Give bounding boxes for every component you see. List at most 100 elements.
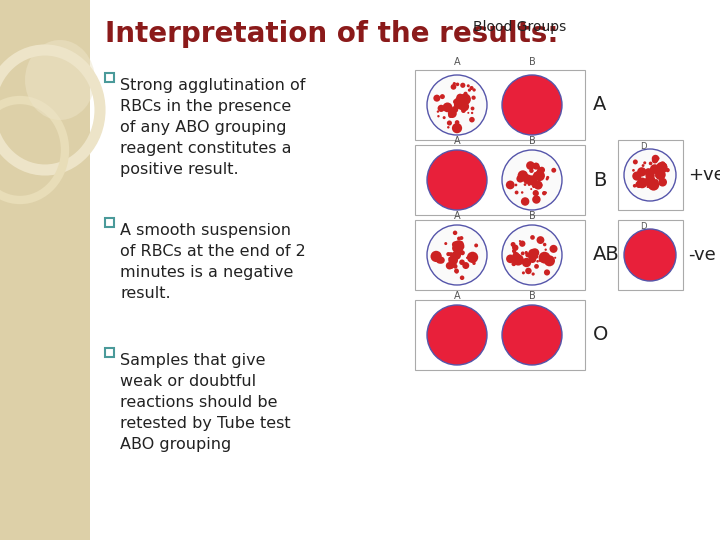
- Circle shape: [462, 262, 469, 269]
- Circle shape: [652, 157, 658, 164]
- Circle shape: [525, 251, 528, 254]
- Circle shape: [554, 256, 557, 259]
- Circle shape: [472, 88, 476, 92]
- Circle shape: [427, 305, 487, 365]
- Circle shape: [458, 249, 463, 254]
- Bar: [618, 220, 683, 290]
- Circle shape: [451, 252, 453, 255]
- Ellipse shape: [25, 40, 95, 120]
- Circle shape: [539, 173, 544, 179]
- Circle shape: [648, 179, 660, 191]
- Circle shape: [433, 94, 441, 102]
- Circle shape: [437, 110, 439, 113]
- Circle shape: [534, 180, 543, 190]
- Circle shape: [656, 162, 667, 173]
- Circle shape: [658, 178, 667, 186]
- Circle shape: [502, 75, 562, 135]
- Circle shape: [436, 256, 443, 264]
- Circle shape: [453, 264, 457, 269]
- Circle shape: [652, 158, 654, 161]
- Circle shape: [454, 103, 458, 106]
- Circle shape: [456, 248, 461, 253]
- Circle shape: [527, 176, 536, 184]
- Circle shape: [450, 261, 456, 268]
- Circle shape: [636, 174, 639, 178]
- Circle shape: [636, 174, 640, 179]
- Circle shape: [452, 241, 459, 248]
- Text: D: D: [640, 222, 647, 231]
- Circle shape: [440, 94, 445, 99]
- Circle shape: [518, 170, 528, 181]
- Bar: [105, 348, 114, 357]
- Circle shape: [506, 254, 515, 263]
- Text: Interpretation of the results:: Interpretation of the results:: [105, 20, 559, 48]
- Circle shape: [536, 236, 544, 244]
- Circle shape: [466, 256, 468, 259]
- Circle shape: [633, 159, 638, 164]
- Bar: [415, 145, 585, 215]
- Circle shape: [532, 173, 540, 180]
- Circle shape: [528, 251, 536, 259]
- Circle shape: [652, 155, 660, 162]
- Circle shape: [534, 254, 539, 259]
- Circle shape: [454, 103, 459, 107]
- Bar: [415, 70, 585, 140]
- Circle shape: [467, 112, 469, 114]
- Circle shape: [526, 253, 530, 258]
- Circle shape: [454, 241, 463, 249]
- Circle shape: [438, 105, 445, 112]
- Circle shape: [469, 86, 474, 90]
- Circle shape: [467, 252, 478, 263]
- Text: A: A: [454, 211, 460, 221]
- Circle shape: [530, 235, 535, 240]
- Circle shape: [546, 176, 549, 179]
- Circle shape: [427, 150, 487, 210]
- Circle shape: [523, 183, 526, 186]
- Circle shape: [427, 75, 487, 135]
- Circle shape: [449, 255, 458, 265]
- Circle shape: [546, 178, 549, 180]
- Circle shape: [542, 191, 546, 195]
- Circle shape: [459, 102, 469, 111]
- Circle shape: [456, 104, 459, 106]
- Circle shape: [455, 120, 459, 125]
- Circle shape: [462, 246, 464, 248]
- Bar: [0, 0, 90, 540]
- Circle shape: [453, 242, 460, 249]
- Text: B: B: [528, 291, 536, 301]
- Circle shape: [532, 184, 536, 188]
- Circle shape: [530, 178, 533, 181]
- Text: Samples that give
weak or doubtful
reactions should be
retested by Tube test
ABO: Samples that give weak or doubtful react…: [120, 353, 291, 452]
- Circle shape: [649, 173, 652, 176]
- Circle shape: [512, 249, 516, 253]
- Circle shape: [510, 242, 516, 247]
- Circle shape: [528, 254, 532, 258]
- Circle shape: [539, 184, 542, 187]
- Circle shape: [519, 172, 526, 180]
- Circle shape: [528, 255, 536, 263]
- Circle shape: [513, 253, 521, 261]
- Text: Blood Groups: Blood Groups: [473, 20, 567, 34]
- Circle shape: [449, 265, 454, 269]
- Circle shape: [527, 254, 531, 258]
- Circle shape: [464, 92, 467, 96]
- Bar: [90, 0, 720, 540]
- Circle shape: [657, 157, 660, 160]
- Circle shape: [449, 257, 451, 260]
- Circle shape: [502, 225, 562, 285]
- Circle shape: [534, 170, 545, 181]
- Circle shape: [459, 236, 464, 240]
- Circle shape: [453, 240, 464, 252]
- Circle shape: [449, 260, 453, 264]
- Circle shape: [536, 260, 539, 262]
- Text: B: B: [528, 211, 536, 221]
- Text: A: A: [454, 136, 460, 146]
- Circle shape: [525, 268, 531, 274]
- Circle shape: [544, 192, 547, 194]
- Circle shape: [635, 181, 642, 188]
- Circle shape: [446, 252, 451, 256]
- Circle shape: [642, 164, 644, 167]
- Circle shape: [512, 245, 518, 251]
- Circle shape: [522, 258, 531, 267]
- Circle shape: [471, 112, 473, 114]
